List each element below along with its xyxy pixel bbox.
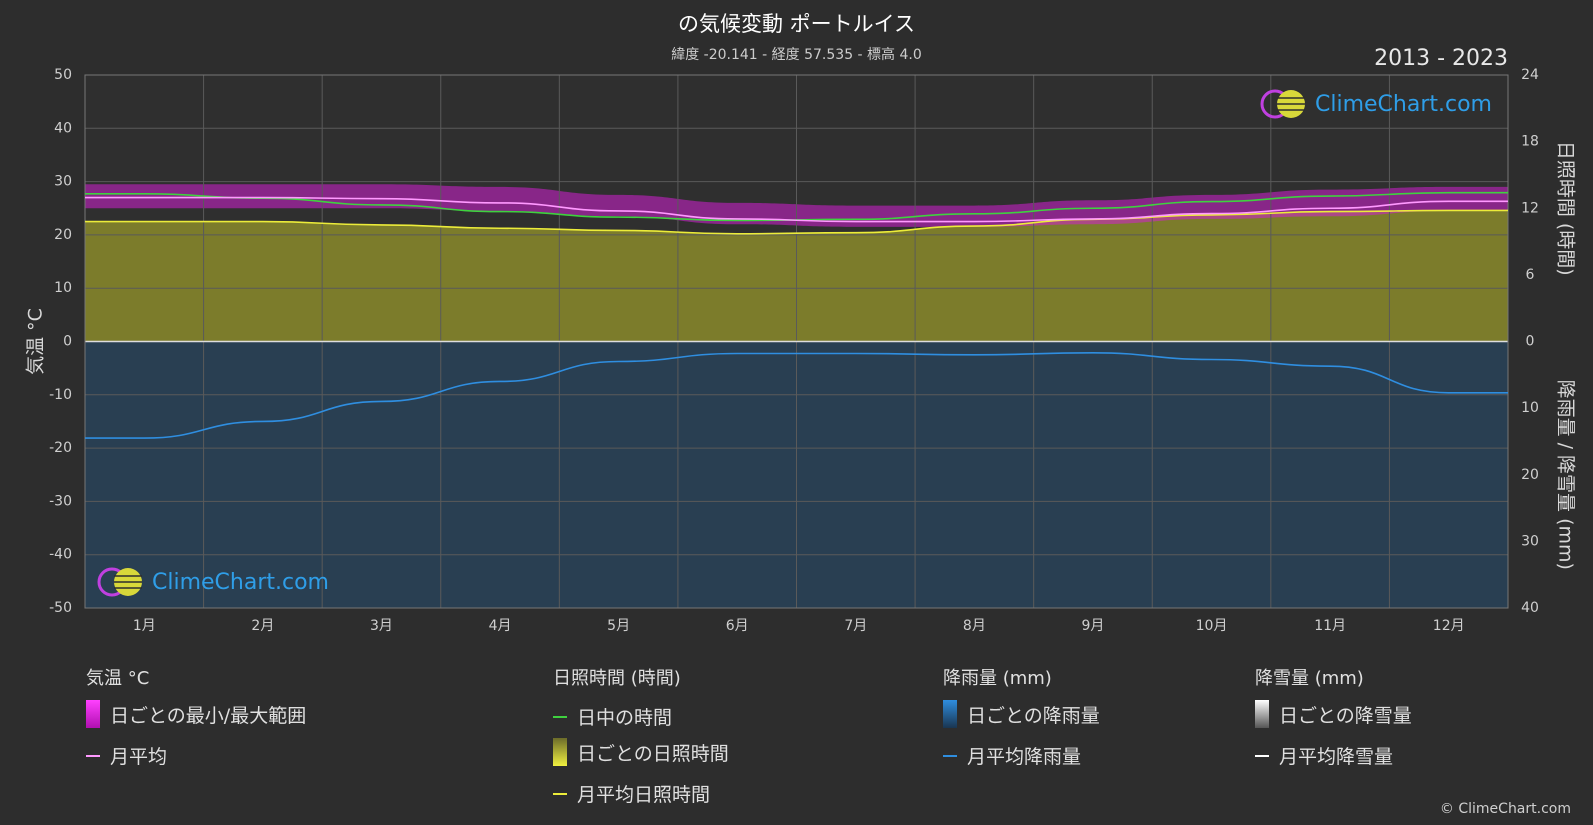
x-tick-label: 5月 xyxy=(607,618,630,634)
copyright: © ClimeChart.com xyxy=(1439,801,1571,817)
y-right-bottom-tick-label: 30 xyxy=(1521,533,1539,549)
climechart-logo-icon xyxy=(1260,89,1305,119)
legend-label: 月平均降雨量 xyxy=(967,746,1082,768)
x-tick-label: 3月 xyxy=(370,618,393,634)
x-tick-label: 6月 xyxy=(726,618,749,634)
legend-rain-mean: 月平均降雨量 xyxy=(943,742,1081,769)
x-tick-label: 4月 xyxy=(489,618,512,634)
legend-label: 日中の時間 xyxy=(577,707,673,729)
temp-mean-swatch-icon xyxy=(86,754,100,757)
y-left-tick-label: -50 xyxy=(49,600,72,616)
snow-mean-swatch-icon xyxy=(1255,754,1269,757)
legend-sunshine-mean: 月平均日照時間 xyxy=(553,780,710,807)
chart-subtitle: 緯度 -20.141 - 経度 57.535 - 標高 4.0 xyxy=(671,47,922,63)
y-right-bottom-tick-label: 20 xyxy=(1521,467,1539,483)
legend-snow-daily: 日ごとの降雪量 xyxy=(1255,700,1412,728)
legend-temperature-heading: 気温 °C xyxy=(86,668,150,689)
x-tick-label: 10月 xyxy=(1196,618,1228,634)
y-right-bottom-tick-label: 40 xyxy=(1521,600,1539,616)
daylight-swatch-icon xyxy=(553,715,567,718)
x-tick-label: 2月 xyxy=(251,618,274,634)
x-tick-label: 11月 xyxy=(1314,618,1346,634)
brand-logo-bottom[interactable]: ClimeChart.com xyxy=(96,566,329,598)
legend-label: 月平均日照時間 xyxy=(577,784,711,806)
legend-label: 日ごとの最小/最大範囲 xyxy=(110,704,307,727)
legend-snow-mean: 月平均降雪量 xyxy=(1255,742,1393,769)
temp-range-swatch-icon xyxy=(86,700,100,728)
legend-rain-heading: 降雨量 (mm) xyxy=(943,668,1052,689)
y-right-top-tick-label: 6 xyxy=(1526,267,1535,283)
legend-sunshine-daily: 日ごとの日照時間 xyxy=(553,738,729,766)
legend-label: 日ごとの降雪量 xyxy=(1279,704,1412,727)
y-left-tick-label: -10 xyxy=(49,387,72,403)
sunshine-mean-swatch-icon xyxy=(553,792,567,795)
x-tick-label: 8月 xyxy=(963,618,986,634)
y-left-axis-title: 気温 °C xyxy=(25,308,47,375)
y-left-tick-label: 10 xyxy=(54,280,72,296)
y-right-top-tick-label: 12 xyxy=(1521,200,1539,216)
year-range: 2013 - 2023 xyxy=(1374,46,1508,71)
legend-label: 日ごとの降雨量 xyxy=(967,704,1100,727)
series-line-3 xyxy=(85,209,1508,235)
snow-swatch-icon xyxy=(1255,700,1269,728)
x-tick-label: 1月 xyxy=(133,618,156,634)
brand-logo-top[interactable]: ClimeChart.com xyxy=(1259,88,1492,120)
y-right-top-axis-title: 日照時間 (時間) xyxy=(1555,141,1577,276)
sunshine-swatch-icon xyxy=(553,738,567,766)
legend-label: 月平均 xyxy=(110,746,168,768)
legend-label: 日ごとの日照時間 xyxy=(577,742,729,765)
y-right-bottom-tick-label: 10 xyxy=(1521,400,1539,416)
y-left-tick-label: -30 xyxy=(49,493,72,509)
series-line-4 xyxy=(85,352,1508,439)
y-right-top-tick-label: 18 xyxy=(1521,134,1539,150)
y-left-tick-label: -40 xyxy=(49,547,72,563)
legend-sunshine-heading: 日照時間 (時間) xyxy=(553,668,681,689)
rain-swatch-icon xyxy=(943,700,957,728)
y-right-top-tick-label: 0 xyxy=(1526,334,1535,350)
y-left-tick-label: 50 xyxy=(54,67,72,83)
series-line-1 xyxy=(85,196,1508,223)
y-left-tick-label: -20 xyxy=(49,440,72,456)
chart-title: の気候変動 ポートルイス xyxy=(677,12,916,36)
x-tick-label: 12月 xyxy=(1433,618,1465,634)
legend-rain-daily: 日ごとの降雨量 xyxy=(943,700,1100,728)
legend-label: 月平均降雪量 xyxy=(1279,746,1394,768)
rain-mean-swatch-icon xyxy=(943,754,957,757)
brand-name: ClimeChart.com xyxy=(152,569,329,595)
y-left-tick-label: 0 xyxy=(63,334,72,350)
y-right-top-tick-label: 24 xyxy=(1521,67,1539,83)
legend-snow-heading: 降雪量 (mm) xyxy=(1255,668,1364,689)
y-left-tick-label: 30 xyxy=(54,174,72,190)
y-left-tick-label: 20 xyxy=(54,227,72,243)
brand-name: ClimeChart.com xyxy=(1315,91,1492,117)
legend-temp-mean: 月平均 xyxy=(86,742,167,769)
plot-border xyxy=(84,74,1509,609)
y-right-bottom-axis-title: 降雨量 / 降雪量 (mm) xyxy=(1555,380,1577,570)
legend-daylight: 日中の時間 xyxy=(553,703,672,730)
legend-temp-range: 日ごとの最小/最大範囲 xyxy=(86,700,306,728)
x-tick-label: 7月 xyxy=(844,618,867,634)
x-tick-label: 9月 xyxy=(1081,618,1104,634)
climechart-logo-icon xyxy=(97,567,142,597)
y-left-tick-label: 40 xyxy=(54,120,72,136)
